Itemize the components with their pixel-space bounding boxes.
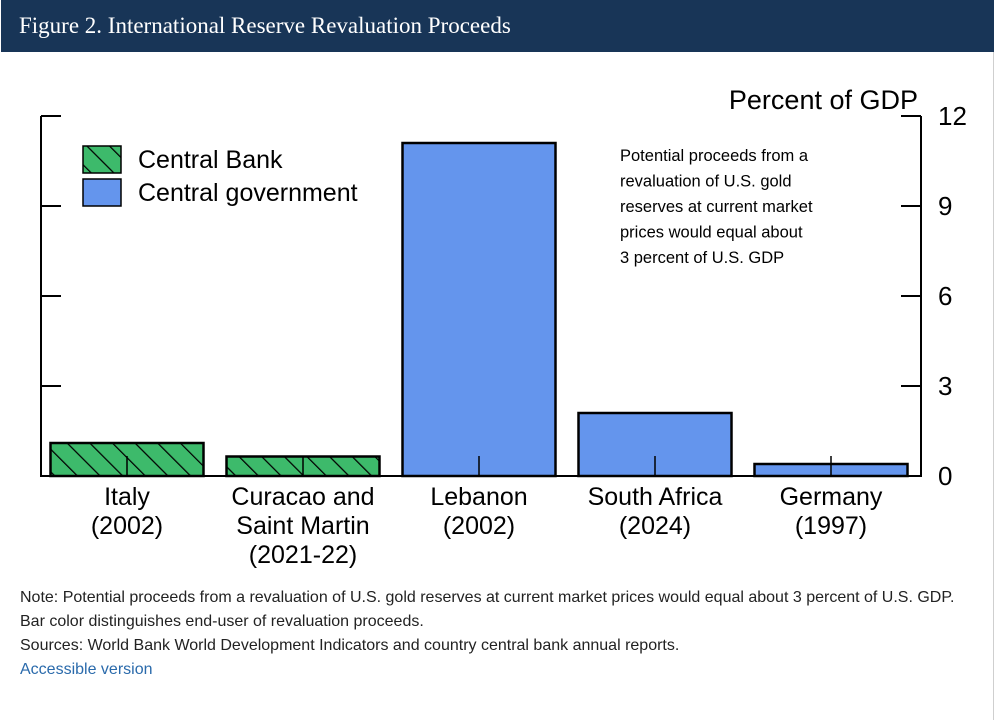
x-tick-label: Lebanon: [430, 483, 527, 511]
legend-label: Central government: [138, 179, 358, 207]
x-tick-label: Italy: [104, 483, 150, 511]
legend-swatch: [82, 145, 122, 174]
annotation-text: Potential proceeds from a: [620, 147, 809, 165]
annotation-text: revaluation of U.S. gold: [620, 173, 792, 191]
annotation-text: prices would equal about: [620, 224, 803, 242]
page-border: [993, 52, 994, 720]
x-tick-label: (2002): [443, 512, 515, 540]
annotation-text: reserves at current market: [620, 198, 813, 216]
y-axis-label: Percent of GDP: [729, 85, 918, 115]
y-tick-label: 12: [938, 101, 967, 131]
sources-text: Sources: World Bank World Development In…: [20, 637, 680, 654]
y-tick-label: 3: [938, 371, 952, 401]
x-tick-label: (2021-22): [249, 541, 357, 569]
legend-label: Central Bank: [138, 146, 283, 174]
bar: [401, 141, 557, 478]
accessible-version-link[interactable]: Accessible version: [20, 661, 153, 678]
legend-swatch: [82, 178, 122, 207]
annotation-text: 3 percent of U.S. GDP: [620, 249, 784, 267]
x-tick-label: Germany: [780, 483, 883, 511]
x-tick-label: (2024): [619, 512, 691, 540]
figure-title: Figure 2. International Reserve Revaluat…: [1, 0, 994, 52]
x-tick-label: Saint Martin: [236, 512, 369, 540]
y-tick-label: 9: [938, 191, 952, 221]
x-tick-label: South Africa: [588, 483, 723, 511]
y-tick-label: 0: [938, 461, 952, 491]
figure-notes: Note: Potential proceeds from a revaluat…: [20, 586, 970, 682]
note-text: Note: Potential proceeds from a revaluat…: [20, 589, 955, 630]
x-tick-label: (2002): [91, 512, 163, 540]
x-tick-label: Curacao and: [231, 483, 374, 511]
x-tick-label: (1997): [795, 512, 867, 540]
y-tick-label: 6: [938, 281, 952, 311]
